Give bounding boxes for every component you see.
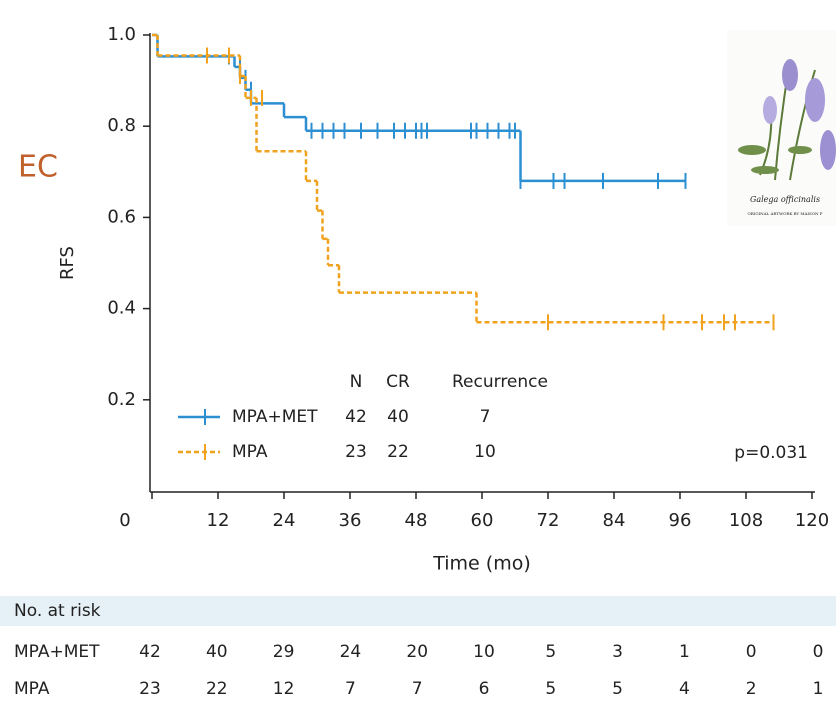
risk-count: 1 xyxy=(679,642,690,662)
risk-count: 20 xyxy=(406,642,428,662)
inset-credit: ORIGINAL ARTWORK BY MAISON P xyxy=(748,211,823,216)
risk-count: 1 xyxy=(813,679,824,699)
risk-count: 0 xyxy=(813,642,824,662)
x-tick-label: 108 xyxy=(729,510,763,531)
legend-stat: 23 xyxy=(345,442,367,462)
risk-count: 7 xyxy=(412,679,423,699)
y-axis-label: RFS xyxy=(57,246,78,280)
risk-count: 12 xyxy=(273,679,295,699)
risk-count: 6 xyxy=(479,679,490,699)
x-tick-label: 96 xyxy=(669,510,692,531)
risk-count: 2 xyxy=(746,679,757,699)
risk-count: 0 xyxy=(746,642,757,662)
legend-stat: 10 xyxy=(474,442,496,462)
risk-count: 3 xyxy=(612,642,623,662)
leaf xyxy=(788,146,812,154)
y-tick-label: 0.6 xyxy=(107,206,136,227)
y-tick-label: 1.0 xyxy=(107,24,136,45)
risk-count: 29 xyxy=(273,642,295,662)
risk-count: 40 xyxy=(206,642,228,662)
p-value: p=0.031 xyxy=(734,443,808,463)
legend-label: MPA xyxy=(232,442,268,462)
risk-count: 5 xyxy=(612,679,623,699)
leaf xyxy=(738,145,766,155)
risk-row-label: MPA+MET xyxy=(14,642,100,662)
x-tick-label: 60 xyxy=(471,510,494,531)
flower xyxy=(763,96,777,124)
flower xyxy=(782,59,798,91)
risk-row-label: MPA xyxy=(14,679,50,699)
risk-count: 4 xyxy=(679,679,690,699)
risk-count: 7 xyxy=(345,679,356,699)
risk-count: 5 xyxy=(545,642,556,662)
risk-title: No. at risk xyxy=(14,601,101,621)
y-tick-label: 0.2 xyxy=(107,389,136,410)
legend-stat: 42 xyxy=(345,407,367,427)
inset-caption: Galega officinalis xyxy=(750,195,820,204)
legend-header: N xyxy=(350,372,363,392)
inset-frame xyxy=(727,30,836,226)
flower xyxy=(805,78,825,122)
legend-header: CR xyxy=(386,372,410,392)
x-tick-label: 0 xyxy=(119,510,130,531)
legend-stat: 22 xyxy=(387,442,409,462)
x-tick-label: 72 xyxy=(537,510,560,531)
x-tick-label: 12 xyxy=(207,510,230,531)
x-tick-label: 36 xyxy=(339,510,362,531)
leaf xyxy=(751,166,779,174)
y-tick-label: 0.8 xyxy=(107,115,136,136)
y-tick-label: 0.4 xyxy=(107,298,136,319)
risk-count: 42 xyxy=(139,642,161,662)
inset-illustration: Galega officinalis ORIGINAL ARTWORK BY M… xyxy=(727,30,836,226)
risk-count: 22 xyxy=(206,679,228,699)
legend-stat: 40 xyxy=(387,407,409,427)
risk-header-band xyxy=(0,596,836,626)
side-label: EC xyxy=(18,150,58,185)
risk-count: 5 xyxy=(545,679,556,699)
risk-count: 10 xyxy=(473,642,495,662)
x-axis-label: Time (mo) xyxy=(432,553,531,575)
x-tick-label: 120 xyxy=(795,510,829,531)
risk-count: 23 xyxy=(139,679,161,699)
flower xyxy=(820,130,836,170)
risk-count: 24 xyxy=(340,642,362,662)
legend-stat: 7 xyxy=(480,407,491,427)
legend-header: Recurrence xyxy=(452,372,548,392)
legend-label: MPA+MET xyxy=(232,407,318,427)
x-tick-label: 48 xyxy=(405,510,428,531)
x-tick-label: 84 xyxy=(603,510,626,531)
x-tick-label: 24 xyxy=(273,510,296,531)
